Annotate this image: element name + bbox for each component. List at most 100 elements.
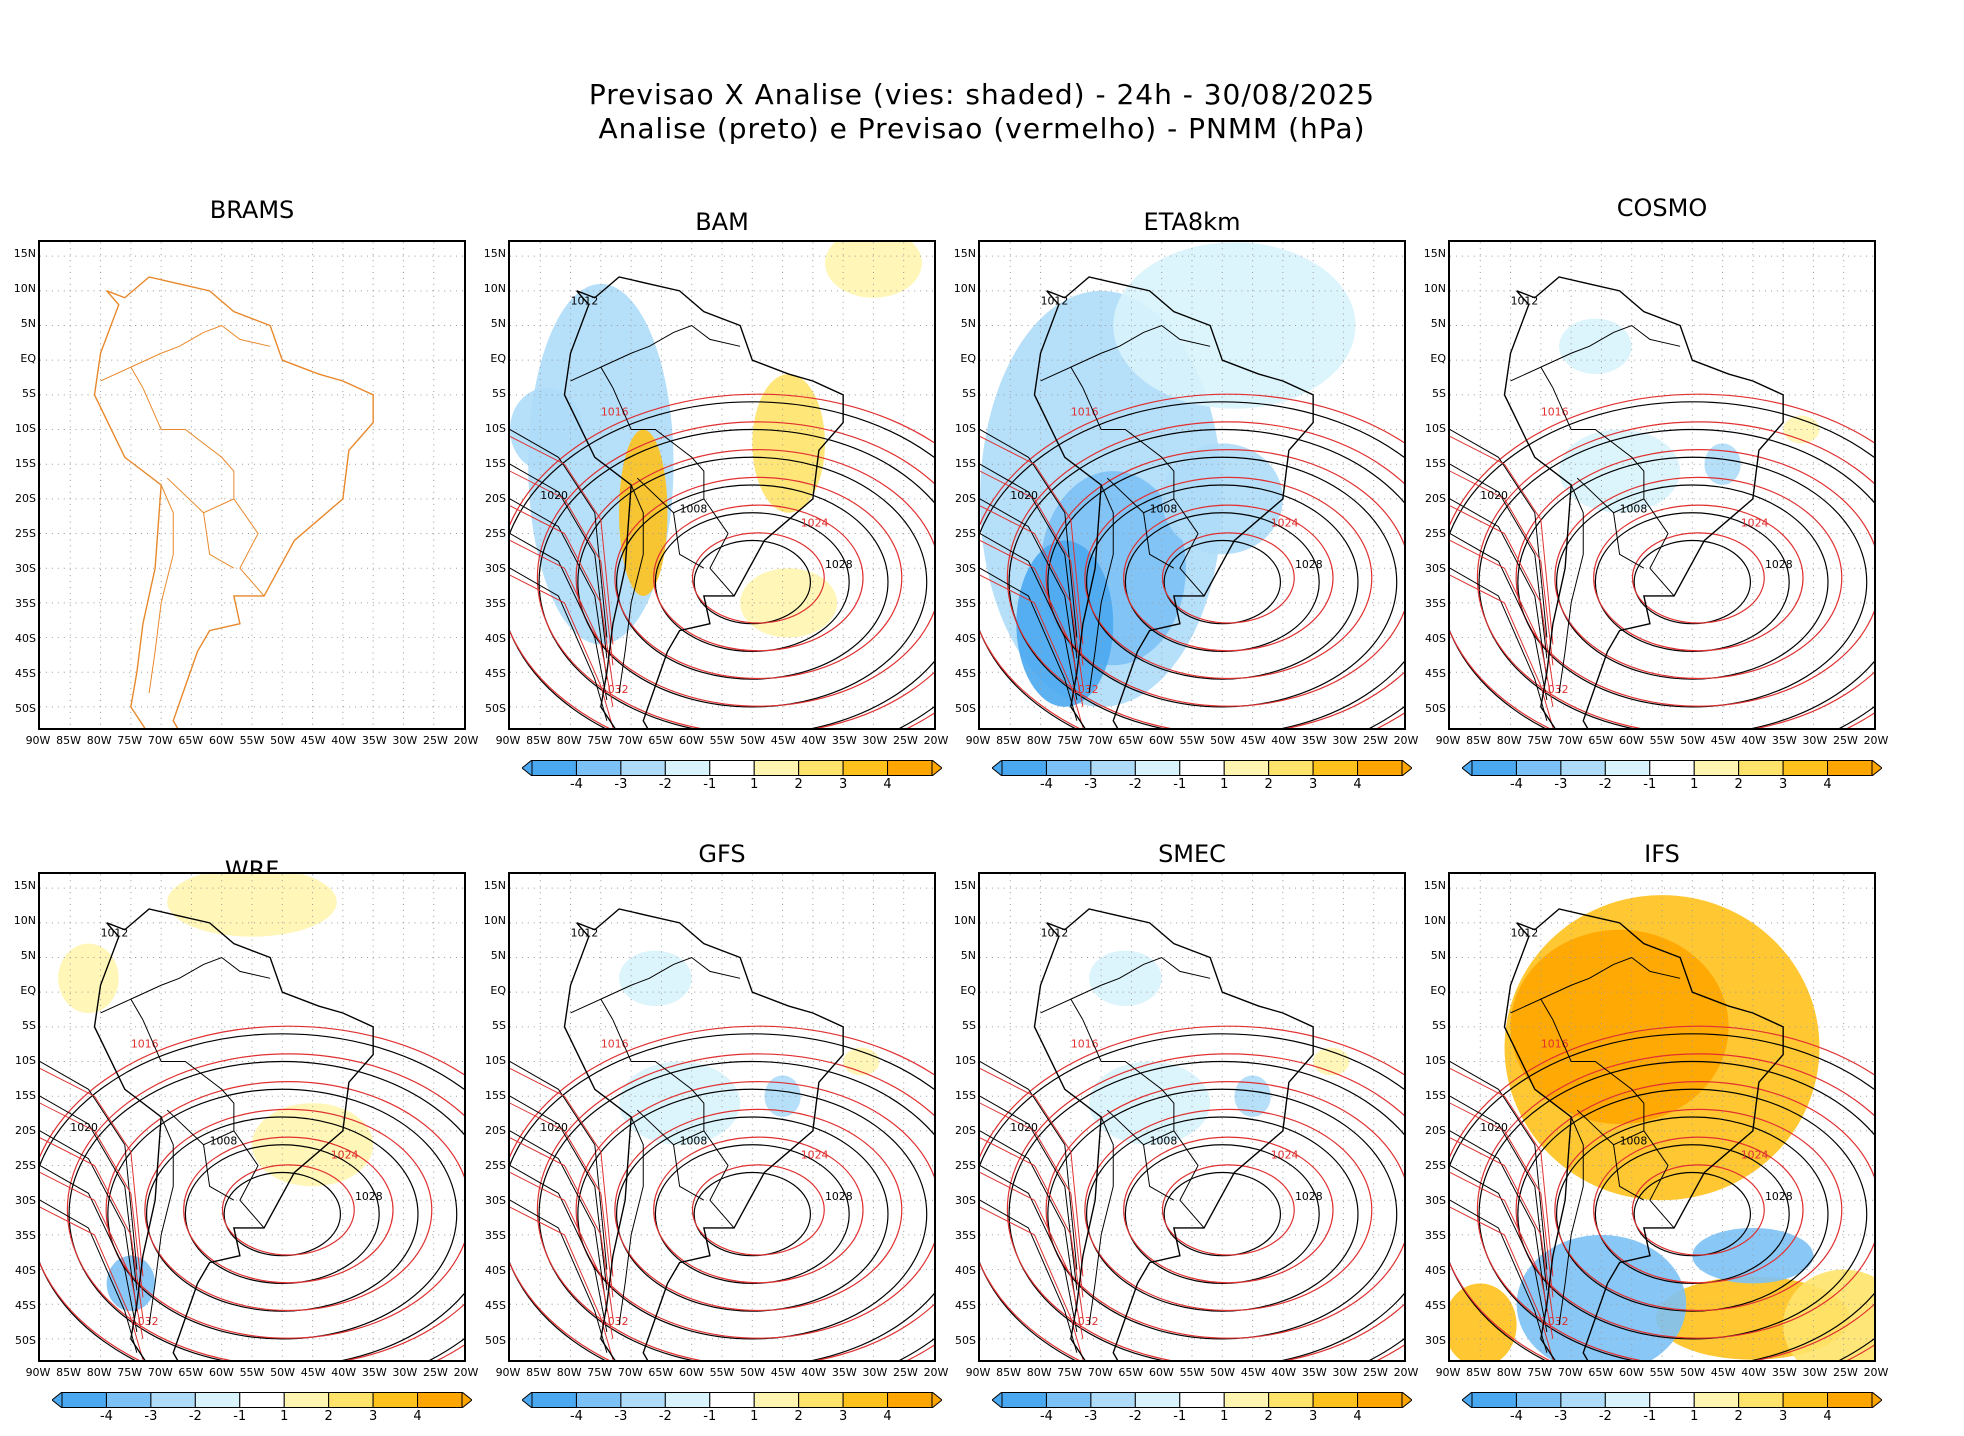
- x-tick-label: 85W: [526, 1366, 551, 1379]
- coastline: [563, 908, 844, 1360]
- x-tick-label: 45W: [1240, 1366, 1266, 1379]
- x-tick-label: 75W: [587, 734, 613, 747]
- y-tick-label: 25S: [15, 1159, 36, 1172]
- x-tick-label: 25W: [892, 734, 918, 747]
- y-tick-label: 25S: [955, 1159, 976, 1172]
- y-tick-label: 50S: [955, 1334, 976, 1347]
- x-tick-label: 35W: [831, 1366, 857, 1379]
- colorbar-label: -1: [703, 1409, 717, 1424]
- colorbar-label: -3: [1554, 777, 1568, 792]
- colorbar-segment: [575, 760, 622, 776]
- x-tick-label: 50W: [740, 1366, 765, 1379]
- x-tick-label: 90W: [495, 734, 521, 747]
- analysis-isobar: [980, 1061, 1078, 1270]
- colorbar-label: -3: [614, 1409, 628, 1424]
- x-tick-label: 70W: [147, 734, 173, 747]
- forecast-isobar: [1450, 436, 1554, 645]
- colorbar-segment: [664, 1392, 711, 1408]
- colorbar-segment: [1604, 760, 1651, 776]
- coastline: [1033, 908, 1314, 1360]
- analysis-isobar: [510, 498, 608, 680]
- map-canvas: 1012 1016 1020 1024 1028 1032 1008: [40, 874, 464, 1360]
- forecast-isobar: [1045, 1081, 1404, 1339]
- country-border: [166, 1109, 265, 1229]
- isobar-label: 1028: [1295, 1190, 1323, 1203]
- y-tick-label: 5S: [962, 1019, 976, 1032]
- colorbar-segment: [1782, 1392, 1829, 1408]
- colorbar-arrow-left: [1461, 1390, 1473, 1410]
- analysis-isobar: [616, 484, 889, 680]
- analysis-isobar: [1594, 1144, 1790, 1285]
- isobar-label: 1016: [131, 1038, 159, 1051]
- forecast-isobar: [980, 1206, 1084, 1360]
- forecast-isobar: [1515, 449, 1874, 707]
- analysis-isobar: [1633, 539, 1752, 625]
- bias-area: [764, 1075, 801, 1117]
- x-tick-label: 35W: [1301, 1366, 1327, 1379]
- isobar-label: 1008: [210, 1135, 238, 1148]
- analysis-isobar: [1450, 401, 1874, 728]
- main-title-line1: Previsao X Analise (vies: shaded) - 24h …: [588, 78, 1376, 111]
- y-tick-label: 10S: [1425, 1054, 1446, 1067]
- isobar-label: 1012: [1511, 927, 1539, 940]
- analysis-isobar: [40, 1095, 138, 1291]
- colorbar-label: -4: [569, 777, 583, 792]
- colorbar-segment: [61, 1392, 107, 1408]
- y-tick-label: 25S: [15, 527, 36, 540]
- x-tick-label: 65W: [1118, 734, 1144, 747]
- isobar-label: 1028: [1295, 558, 1323, 571]
- x-tick-label: 45W: [770, 1366, 796, 1379]
- country-border: [673, 1144, 705, 1201]
- bias-area: [1704, 443, 1741, 485]
- colorbar-segment: [1515, 760, 1562, 776]
- isobar-label: 1008: [1150, 503, 1178, 516]
- colorbar-arrow-left: [1461, 758, 1473, 778]
- country-border: [1540, 956, 1681, 1000]
- y-tick-label: 10N: [13, 282, 36, 295]
- colorbar-arrow-left: [991, 758, 1003, 778]
- x-tick-label: 70W: [1557, 734, 1583, 747]
- colorbar-segment: [1649, 760, 1695, 776]
- y-tick-label: 30S: [955, 1194, 976, 1207]
- x-tick-label: 80W: [1496, 1366, 1522, 1379]
- country-border: [570, 366, 614, 389]
- forecast-isobar: [1554, 476, 1843, 680]
- x-tick-label: 25W: [422, 734, 448, 747]
- forecast-isobar: [1084, 476, 1373, 680]
- isobar-label: 1032: [131, 1315, 159, 1328]
- analysis-isobar: [1450, 1061, 1548, 1270]
- analysis-isobar: [1124, 1144, 1320, 1285]
- x-tick-label: 85W: [1466, 1366, 1491, 1379]
- x-tick-label: 85W: [56, 734, 81, 747]
- forecast-isobar: [980, 436, 1084, 645]
- coastline: [93, 276, 374, 728]
- y-tick-label: 30S: [485, 562, 506, 575]
- isobar-label: 1024: [801, 517, 829, 530]
- colorbar-arrow-right: [1401, 1390, 1413, 1410]
- isobar-label: 1024: [1741, 517, 1769, 530]
- x-tick-label: 55W: [709, 1366, 735, 1379]
- bias-area: [1234, 1075, 1271, 1117]
- isobar-label: 1012: [571, 927, 599, 940]
- bias-area: [1559, 429, 1681, 513]
- country-border: [618, 1116, 644, 1326]
- colorbar-label: 2: [794, 1409, 803, 1424]
- x-tick-label: 50W: [1210, 734, 1235, 747]
- analysis-isobar: [538, 428, 934, 728]
- y-tick-label: 10S: [1425, 422, 1446, 435]
- colorbar-wrap: [991, 758, 1413, 780]
- y-tick-label: 5N: [960, 317, 976, 330]
- bias-area: [1450, 1283, 1517, 1360]
- analysis-isobar: [1086, 484, 1359, 680]
- colorbar-arrow-right: [931, 1390, 943, 1410]
- analysis-isobar: [1450, 567, 1548, 721]
- y-tick-label: 15S: [955, 457, 976, 470]
- country-border: [203, 512, 235, 569]
- y-tick-label: 15N: [953, 247, 976, 260]
- x-tick-label: 30W: [1332, 1366, 1358, 1379]
- analysis-isobar: [980, 463, 1078, 659]
- forecast-isobar: [1450, 574, 1554, 728]
- country-border: [612, 387, 705, 499]
- forecast-isobar: [980, 1172, 1084, 1340]
- map-canvas: 1012 1016 1020 1024 1028 1032 1008: [510, 874, 934, 1360]
